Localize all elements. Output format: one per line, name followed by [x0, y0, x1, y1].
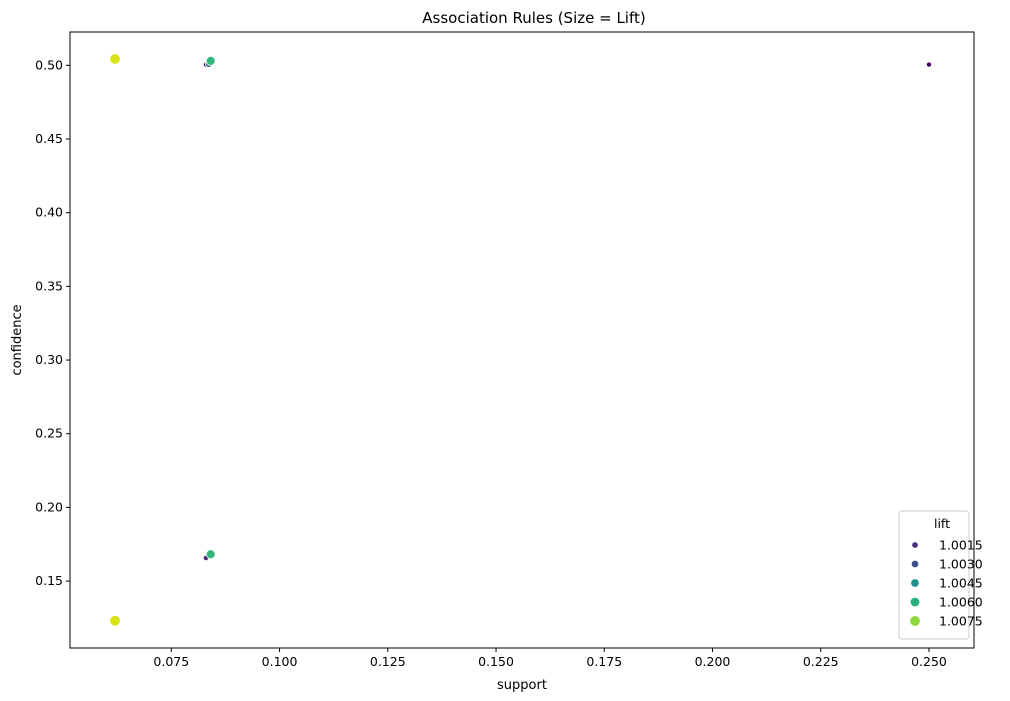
plot-area: 0.075 0.100 0.125 0.150 0.175 0.200 0.225 0.250…	[35, 31, 975, 669]
x-axis-label: support	[497, 678, 547, 693]
y-tick-label: 0.45	[35, 131, 63, 146]
legend: lift 1.0015 1.0030 1.0045 1.0060 1.0075	[898, 510, 983, 640]
legend-label: 1.0075	[939, 614, 983, 629]
data-point	[925, 61, 932, 68]
x-tick-label: 0.150	[478, 654, 514, 669]
legend-title: lift	[934, 516, 950, 531]
data-point	[205, 55, 216, 66]
y-tick-label: 0.25	[35, 426, 63, 441]
legend-marker	[910, 597, 920, 607]
x-tick-label: 0.250	[911, 654, 947, 669]
data-points	[109, 53, 932, 627]
y-tick-label: 0.40	[35, 205, 63, 220]
x-axis: 0.075 0.100 0.125 0.150 0.175 0.200 0.225 0.250	[153, 648, 947, 669]
legend-marker	[911, 579, 919, 587]
x-tick-label: 0.125	[370, 654, 406, 669]
data-point	[109, 615, 121, 627]
plot-frame	[69, 31, 975, 649]
legend-marker	[910, 616, 920, 626]
data-point	[205, 549, 216, 560]
legend-entries: 1.0015 1.0030 1.0045 1.0060 1.0075	[910, 538, 983, 629]
legend-label: 1.0060	[939, 595, 983, 610]
legend-label: 1.0030	[939, 557, 983, 572]
legend-label: 1.0015	[939, 538, 983, 553]
y-axis: 0.15 0.20 0.25 0.30 0.35 0.40 0.45 0.50	[35, 57, 70, 588]
data-point	[109, 53, 121, 65]
legend-marker	[911, 560, 919, 568]
legend-label: 1.0045	[939, 576, 983, 591]
y-axis-label: confidence	[10, 304, 25, 375]
y-tick-label: 0.35	[35, 278, 63, 293]
y-tick-label: 0.20	[35, 499, 63, 514]
x-tick-label: 0.075	[153, 654, 189, 669]
y-tick-label: 0.50	[35, 57, 63, 72]
y-tick-label: 0.30	[35, 352, 63, 367]
x-tick-label: 0.200	[695, 654, 731, 669]
legend-marker	[912, 542, 918, 548]
x-tick-label: 0.175	[586, 654, 622, 669]
x-tick-label: 0.100	[262, 654, 298, 669]
x-tick-label: 0.225	[803, 654, 839, 669]
chart-title: Association Rules (Size = Lift)	[422, 9, 645, 27]
y-tick-label: 0.15	[35, 573, 63, 588]
